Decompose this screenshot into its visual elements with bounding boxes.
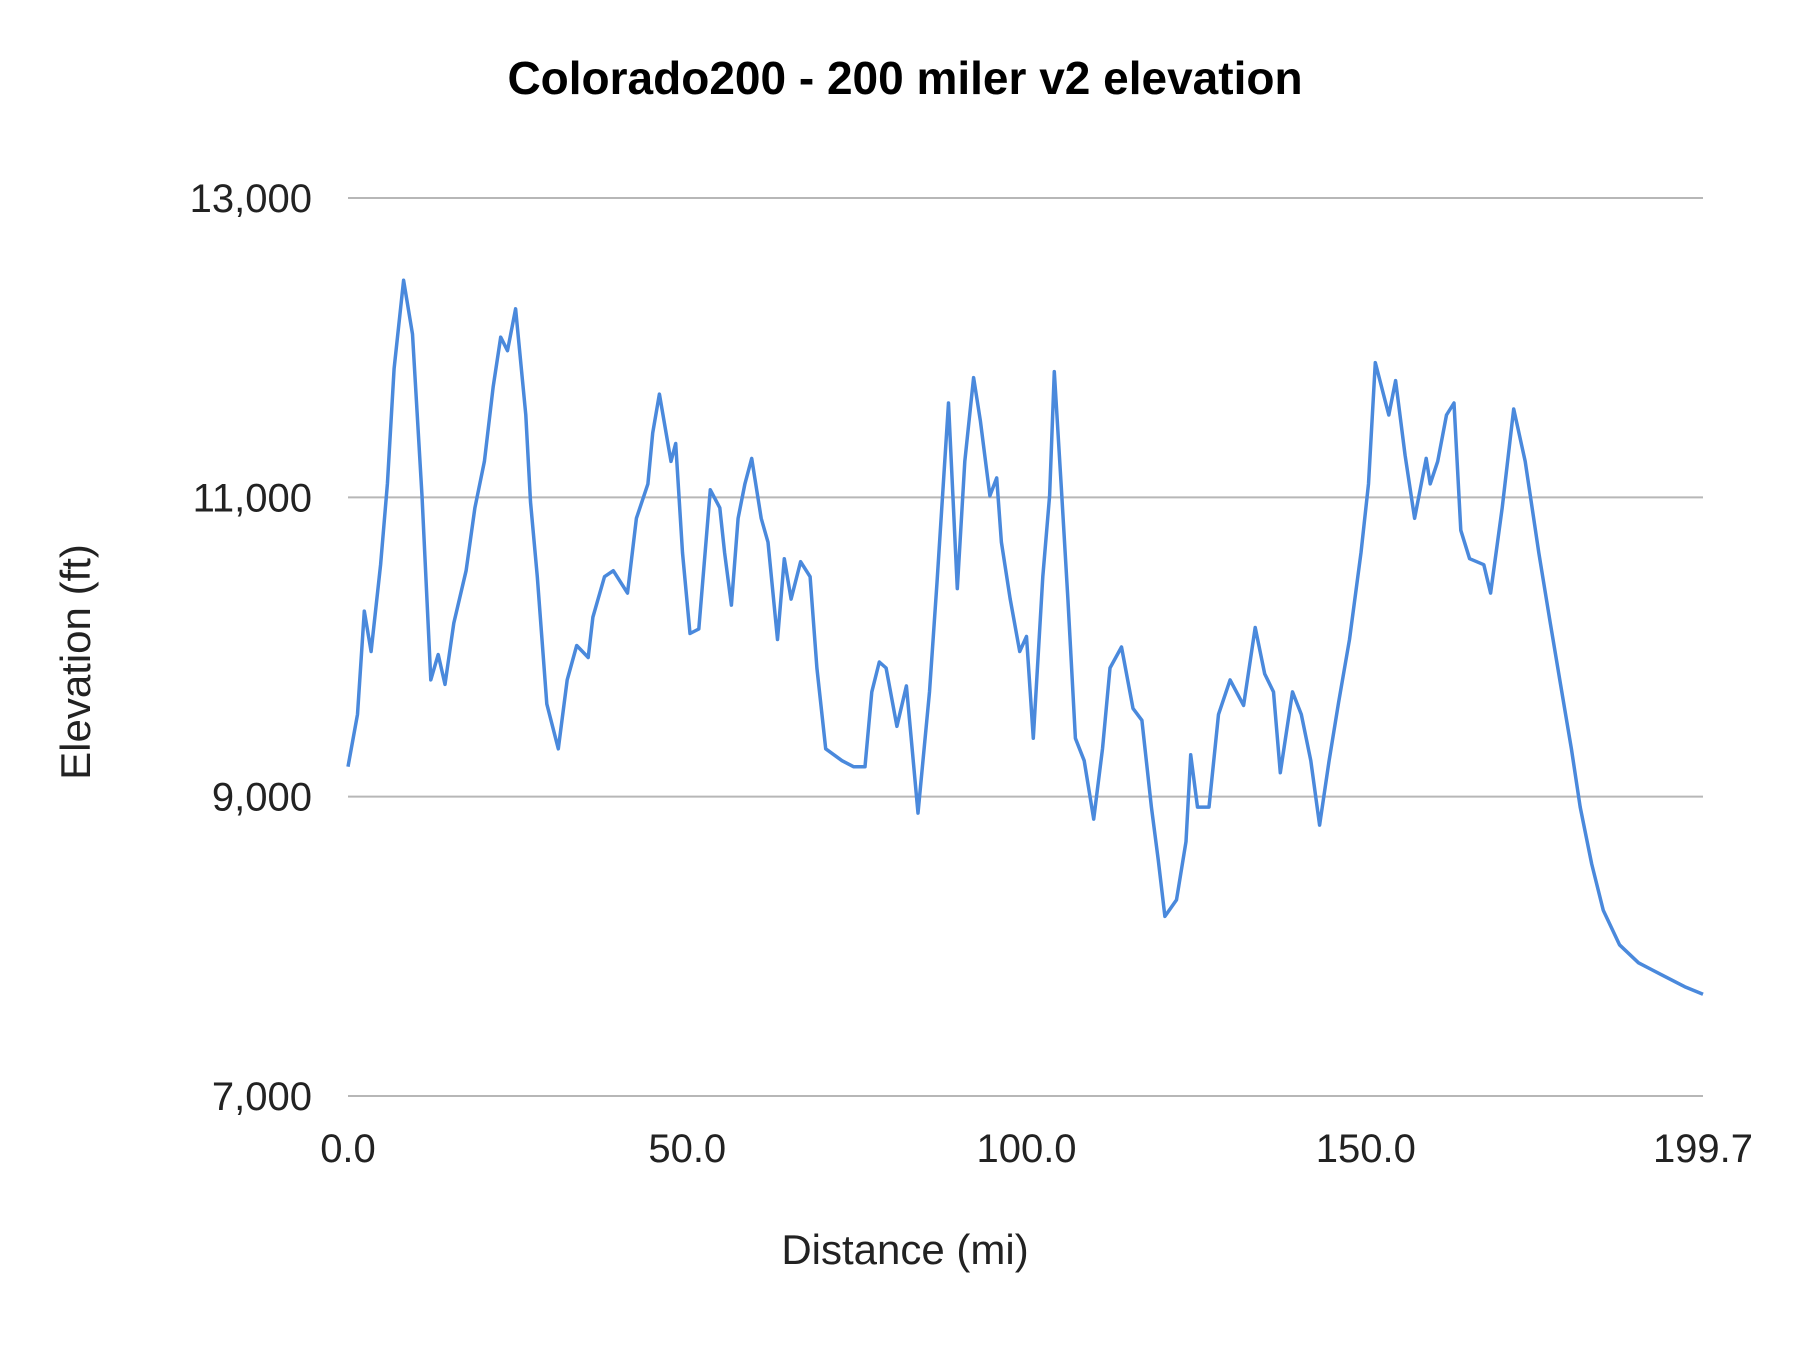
chart-title: Colorado200 - 200 miler v2 elevation xyxy=(507,52,1302,104)
y-axis-ticks: 13,000 11,000 9,000 7,000 xyxy=(190,177,312,1119)
elevation-series-line xyxy=(346,278,1704,996)
y-axis-label: Elevation (ft) xyxy=(52,544,99,780)
gridlines xyxy=(348,197,1703,1097)
y-tick-label: 9,000 xyxy=(212,776,312,820)
x-tick-label: 199.7 xyxy=(1653,1127,1753,1171)
x-tick-label: 150.0 xyxy=(1316,1127,1416,1171)
x-tick-label: 0.0 xyxy=(320,1127,376,1171)
x-axis-label: Distance (mi) xyxy=(781,1226,1028,1273)
x-tick-label: 100.0 xyxy=(976,1127,1076,1171)
y-tick-label: 7,000 xyxy=(212,1075,312,1119)
y-tick-label: 13,000 xyxy=(190,177,312,221)
y-tick-label: 11,000 xyxy=(193,476,312,520)
x-tick-label: 50.0 xyxy=(648,1127,726,1171)
x-axis-ticks: 0.0 50.0 100.0 150.0 199.7 xyxy=(320,1127,1753,1171)
